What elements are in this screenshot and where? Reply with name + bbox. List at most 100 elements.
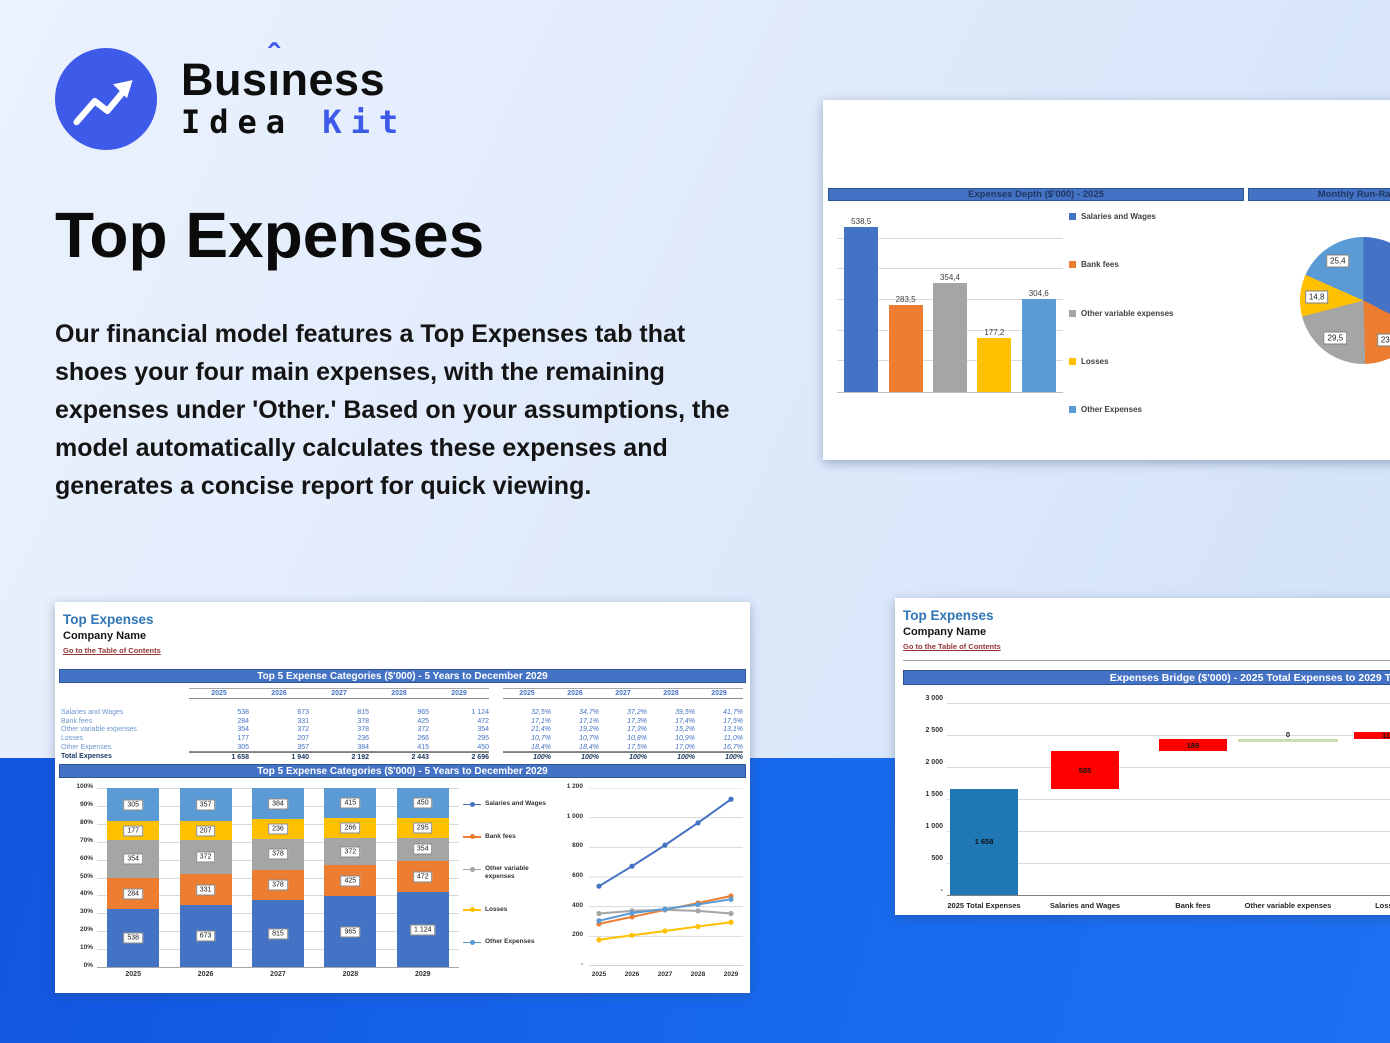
y-tick: - [940, 887, 943, 894]
bar-0 [844, 226, 879, 392]
x-category-label: Other variable expenses [1244, 901, 1332, 910]
table-of-contents-link[interactable]: Go to the Table of Contents [903, 642, 1001, 651]
legend-swatch-icon [1069, 406, 1076, 413]
table-cell: 378 [357, 717, 369, 725]
segment: 1 124 [396, 892, 449, 967]
segment: 207 [179, 820, 232, 841]
y-tick: 90% [79, 800, 93, 808]
waterfall-bar [1159, 739, 1227, 752]
stacked-bars: 538 284 354 177 305 673 331 372 207 357 815 378 378 2… [97, 788, 459, 967]
legend-label: Other variable expenses [1081, 308, 1174, 318]
table-cell: 372 [417, 726, 429, 734]
values-group: 305 357 384 415 450 [189, 744, 489, 752]
table-cell: 372 [297, 726, 309, 734]
segment: 450 [396, 788, 449, 818]
x-category-label: Bank fees [1175, 901, 1211, 910]
table-cell: 357 [297, 743, 309, 751]
bar-value-label: 354,4 [939, 273, 960, 283]
sheet-title: Top Expenses [63, 612, 154, 627]
bar-chart-legend: Salaries and Wages Bank fees Other variabl… [1069, 212, 1201, 415]
segment-value-label: 965 [340, 926, 361, 938]
row-label: Total Expenses [61, 753, 112, 761]
values-group: 2025 2026 2027 2028 2029 [189, 687, 489, 699]
table-cell: 21,4% [531, 726, 551, 734]
table-cell: 378 [357, 726, 369, 734]
legend-marker-icon [463, 833, 481, 841]
waterfall-value-label: 118 [1381, 731, 1390, 741]
segment-value-label: 354 [412, 843, 433, 855]
percent-group: 21,4% 19,2% 17,3% 15,2% 13,1% [503, 726, 743, 733]
percent-group: 32,5% 34,7% 37,2% 39,5% 41,7% [503, 709, 743, 716]
table-cell: 10,9% [675, 735, 695, 743]
bar-value-label: 538,5 [851, 216, 872, 226]
table-row: Total Expenses 1 658 1 940 2 192 2 443 2 696 1… [61, 752, 746, 762]
legend-item: Other variable expenses [463, 865, 555, 881]
legend-swatch-icon [1069, 357, 1076, 365]
expenses-bridge-screenshot: Top Expenses Company Name Go to the Tabl… [895, 598, 1390, 915]
legend-item: Losses [1069, 357, 1201, 367]
y-tick: 10% [79, 944, 93, 952]
values-group: 1 658 1 940 2 192 2 443 2 696 [189, 752, 489, 761]
divider [903, 660, 1390, 661]
table-cell: 2027 [331, 689, 347, 697]
y-tick: 80% [79, 818, 93, 826]
table-cell: 815 [357, 708, 369, 716]
segment: 384 [251, 788, 304, 820]
x-tick: 2027 [657, 971, 673, 978]
table-cell: 284 [237, 717, 249, 725]
table-cell: 19,2% [579, 726, 599, 734]
segment-value-label: 378 [268, 848, 288, 860]
bar-column: 538,5 [844, 208, 879, 392]
series-legend: Salaries and Wages Bank fees Other variabl… [463, 800, 555, 946]
table-cell: 1 124 [471, 708, 489, 716]
segment-value-label: 236 [268, 823, 288, 835]
legend-label: Other variable expenses [485, 865, 529, 880]
segment-value-label: 354 [123, 853, 144, 865]
brand-logo: Bus ˆ ıness Idea Kit [55, 38, 407, 150]
legend-label: Salaries and Wages [485, 800, 546, 807]
bar-column: 304,6 [1021, 208, 1056, 392]
legend-label: Other Expenses [485, 938, 535, 945]
table-cell: 2025 [519, 689, 535, 697]
legend-marker-icon [463, 865, 481, 873]
row-label: Other variable expenses [61, 726, 137, 734]
legend-item: Losses [463, 906, 555, 914]
y-tick: 20% [79, 926, 93, 934]
y-tick: 40% [79, 890, 93, 898]
table-cell: 2 192 [351, 754, 369, 762]
table-cell: 17,5% [723, 717, 743, 725]
table-cell: 354 [237, 726, 249, 734]
x-tick: 2028 [342, 971, 359, 978]
segment-value-label: 266 [340, 822, 361, 834]
waterfall-value-label: 0 [1285, 730, 1291, 740]
y-tick: 60% [79, 854, 93, 862]
legend-marker-icon [463, 906, 481, 914]
x-tick: 2027 [270, 971, 286, 978]
brand-icon [55, 48, 157, 150]
table-cell: 1 658 [231, 754, 249, 762]
sheet-company-name: Company Name [63, 630, 147, 642]
table-of-contents-link[interactable]: Go to the Table of Contents [63, 646, 161, 655]
sheet-title: Top Expenses [903, 608, 994, 623]
table-cell: 538 [237, 708, 249, 716]
segment: 354 [396, 837, 449, 862]
percent-group: 100% 100% 100% 100% 100% [503, 752, 743, 761]
table-cell: 39,5% [675, 708, 695, 716]
table-cell: 331 [297, 717, 309, 725]
y-tick: 50% [79, 872, 93, 880]
stacked-bar-2025: 538 284 354 177 305 [107, 788, 160, 967]
brand-text: Bus ˆ ıness Idea Kit [181, 38, 407, 141]
legend-item: Other Expenses [1069, 405, 1201, 415]
y-tick: 500 [931, 855, 943, 862]
table-cell: 13,1% [723, 726, 743, 734]
bar-3 [977, 337, 1012, 392]
table-row: Losses 177 207 236 266 295 10,7% 10,7% 10,8% 10,9… [61, 734, 746, 743]
pie-value-label: 25,4 [1326, 254, 1350, 268]
table-cell: 2 696 [471, 754, 489, 762]
x-tick: 2028 [690, 971, 706, 978]
segment: 177 [107, 820, 160, 841]
segment-value-label: 378 [268, 879, 288, 891]
caret-accent: ˆ [268, 38, 280, 76]
segment: 472 [396, 861, 449, 893]
